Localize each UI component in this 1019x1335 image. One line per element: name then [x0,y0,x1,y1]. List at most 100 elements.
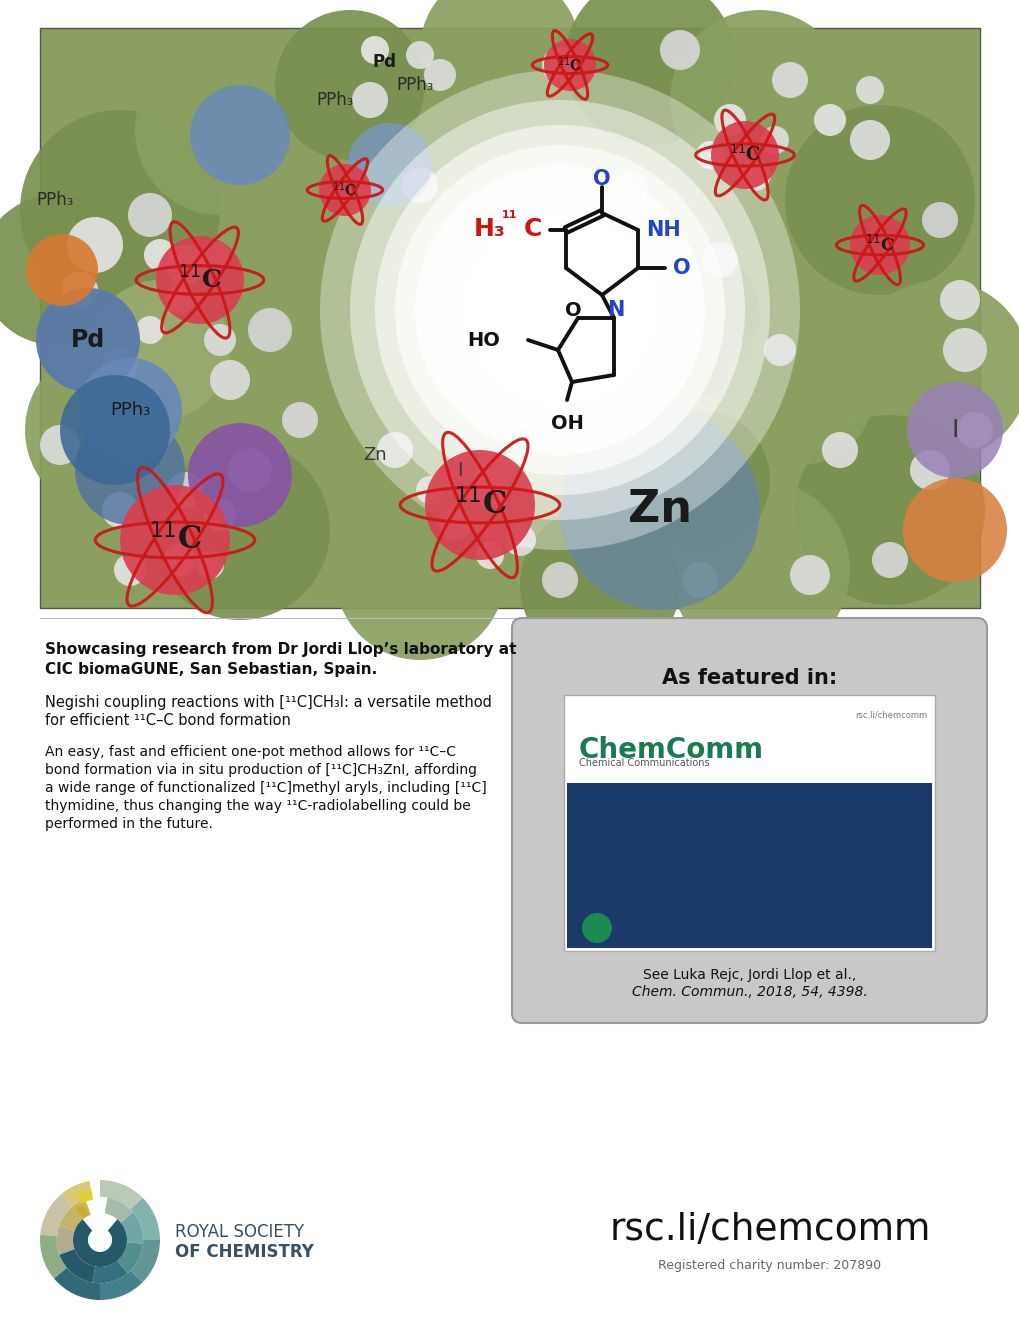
Circle shape [319,164,371,216]
Circle shape [89,1230,111,1251]
Circle shape [909,450,949,490]
Text: N: N [606,300,624,320]
FancyBboxPatch shape [512,618,986,1023]
Circle shape [77,358,181,462]
Wedge shape [75,1204,89,1219]
Circle shape [701,242,738,278]
Text: Pd: Pd [70,328,105,352]
Text: O: O [673,258,690,278]
Text: PPh₃: PPh₃ [37,191,73,210]
Circle shape [725,315,874,465]
Circle shape [275,186,425,335]
Circle shape [25,234,98,306]
Circle shape [190,85,289,186]
Circle shape [582,913,611,943]
Circle shape [281,402,318,438]
Wedge shape [73,1219,127,1267]
Circle shape [760,125,789,154]
Circle shape [375,125,744,495]
Wedge shape [59,1199,91,1231]
Circle shape [599,240,759,400]
Text: ¹¹: ¹¹ [501,210,518,228]
Wedge shape [100,1271,143,1300]
Text: $^{11}$C: $^{11}$C [149,523,202,557]
Circle shape [849,120,890,160]
Text: NH: NH [645,220,680,240]
Circle shape [36,288,140,392]
Circle shape [187,423,291,527]
Circle shape [394,146,725,475]
Wedge shape [120,1212,143,1244]
Text: $^{11}$C: $^{11}$C [864,235,894,255]
Text: ROYAL SOCIETY: ROYAL SOCIETY [175,1223,304,1242]
Circle shape [415,166,704,455]
Circle shape [275,9,425,160]
Circle shape [565,0,735,146]
Circle shape [60,375,170,485]
Text: ChemComm: ChemComm [579,736,763,764]
Text: rsc.li/chemcomm: rsc.li/chemcomm [854,710,926,720]
Text: O: O [593,170,610,190]
Circle shape [196,551,224,579]
Circle shape [90,280,229,421]
Circle shape [956,413,993,449]
Circle shape [352,81,387,117]
Bar [564,696,934,951]
Text: As featured in:: As featured in: [661,668,837,688]
Text: $^{11}$C: $^{11}$C [332,180,358,199]
Text: I: I [457,461,463,479]
Circle shape [424,59,455,91]
Circle shape [434,186,685,435]
Wedge shape [59,1250,95,1283]
Circle shape [785,105,974,295]
Text: Negishi coupling reactions with [¹¹C]CH₃I: a versatile method: Negishi coupling reactions with [¹¹C]CH₃… [45,696,491,710]
Text: HO: HO [467,331,499,350]
Circle shape [164,543,196,575]
Wedge shape [130,1240,160,1283]
Circle shape [454,206,664,415]
Circle shape [541,47,578,83]
Text: a wide range of functionalized [¹¹C]methyl aryls, including [¹¹C]: a wide range of functionalized [¹¹C]meth… [45,781,486,796]
Circle shape [465,215,654,405]
Text: OF CHEMISTRY: OF CHEMISTRY [175,1243,314,1262]
Circle shape [503,525,535,555]
Circle shape [713,104,745,136]
Circle shape [771,61,807,97]
Circle shape [40,425,79,465]
Wedge shape [105,1197,132,1223]
Text: Registered charity number: 207890: Registered charity number: 207890 [658,1259,880,1271]
Bar [567,784,931,948]
Wedge shape [130,1197,160,1240]
Circle shape [120,485,229,595]
Text: PPh₃: PPh₃ [316,91,354,109]
Wedge shape [40,1235,67,1279]
Circle shape [350,100,769,521]
Text: $^{11}$C: $^{11}$C [453,489,506,521]
Circle shape [849,280,1019,461]
Text: I: I [951,418,958,442]
Text: Chemical Communications: Chemical Communications [579,758,709,768]
Circle shape [559,410,759,610]
Circle shape [438,509,471,541]
Text: for efficient ¹¹C–C bond formation: for efficient ¹¹C–C bond formation [45,713,290,728]
Circle shape [0,195,129,344]
Circle shape [114,554,146,586]
Circle shape [902,478,1006,582]
Bar [40,28,979,607]
Text: PPh₃: PPh₃ [110,400,150,419]
Circle shape [334,490,504,659]
Circle shape [67,218,123,272]
Circle shape [228,449,272,493]
Text: thymidine, thus changing the way ¹¹C-radiolabelling could be: thymidine, thus changing the way ¹¹C-rad… [45,800,471,813]
Text: bond formation via in situ production of [¹¹C]CH₃ZnI, affording: bond formation via in situ production of… [45,764,477,777]
Text: performed in the future.: performed in the future. [45,817,213,830]
Circle shape [682,562,717,598]
Circle shape [611,172,647,208]
Wedge shape [54,1268,100,1300]
Circle shape [201,242,229,268]
Wedge shape [40,1193,72,1236]
Circle shape [210,360,250,400]
Circle shape [763,334,795,366]
Circle shape [102,347,138,383]
Circle shape [248,308,291,352]
